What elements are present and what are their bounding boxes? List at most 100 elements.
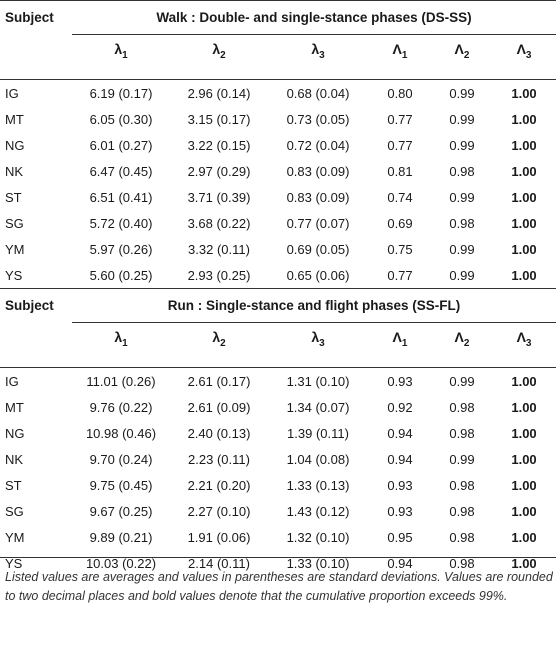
cap-lambda-1-header-subscript: 1	[401, 338, 408, 349]
lambda-1-cell: 10.98 (0.46)	[85, 425, 157, 441]
cap-lambda-2-header-subscript: 2	[463, 338, 470, 349]
cap-lambda-1-header: Λ1	[368, 322, 432, 368]
subject-cell: NK	[5, 451, 24, 467]
lambda-3-cell: 0.69 (0.05)	[286, 241, 350, 257]
section-title: Run : Single-stance and flight phases (S…	[72, 288, 556, 323]
subject-cell: MT	[5, 399, 24, 415]
lambda-1-header-symbol: λ	[114, 329, 123, 345]
subject-header: Subject	[0, 0, 72, 35]
table-row: NG 10.98 (0.46) 2.40 (0.13) 1.39 (0.11) 0.94…	[0, 420, 556, 446]
cap-lambda-3-cell: 1.00	[511, 215, 537, 231]
table-row: NK 6.47 (0.45) 2.97 (0.29) 0.83 (0.09) 0.81 0…	[0, 158, 556, 184]
lambda-1-header-subscript: 1	[122, 50, 128, 61]
cap-lambda-1-cell: 0.93	[387, 477, 413, 493]
cap-lambda-2-cell: 0.98	[449, 215, 475, 231]
lambda-2-cell: 2.93 (0.25)	[187, 267, 251, 283]
cap-lambda-1-cell: 0.94	[387, 555, 413, 571]
lambda-2-header-symbol: λ	[212, 41, 221, 57]
cap-lambda-1-cell: 0.94	[387, 451, 413, 467]
cap-lambda-2-cell: 0.99	[449, 373, 475, 389]
cap-lambda-2-header-subscript: 2	[463, 50, 470, 61]
cap-lambda-2-cell: 0.98	[449, 503, 475, 519]
table-row: SG 9.67 (0.25) 2.27 (0.10) 1.43 (0.12) 0.93 0…	[0, 498, 556, 524]
cap-lambda-3-cell: 1.00	[511, 399, 537, 415]
lambda-3-header-symbol: λ	[311, 329, 320, 345]
lambda-2-cell: 2.21 (0.20)	[187, 477, 251, 493]
table-row: ST 6.51 (0.41) 3.71 (0.39) 0.83 (0.09) 0.74 0…	[0, 184, 556, 210]
section-title: Walk : Double- and single-stance phases …	[72, 0, 556, 35]
cap-lambda-2-cell: 0.99	[449, 137, 475, 153]
cap-lambda-1-header-subscript: 1	[401, 50, 408, 61]
subject-cell: IG	[5, 85, 19, 101]
cap-lambda-2-cell: 0.99	[449, 241, 475, 257]
lambda-3-header: λ3	[268, 322, 368, 368]
cap-lambda-1-cell: 0.92	[387, 399, 413, 415]
table-row: NK 9.70 (0.24) 2.23 (0.11) 1.04 (0.08) 0.94 0…	[0, 446, 556, 472]
subject-cell: ST	[5, 189, 22, 205]
lambda-2-header-symbol: λ	[212, 329, 221, 345]
cap-lambda-1-header: Λ1	[368, 34, 432, 80]
cap-lambda-1-header-symbol: Λ	[392, 41, 402, 57]
lambda-2-cell: 3.71 (0.39)	[187, 189, 251, 205]
cap-lambda-3-cell: 1.00	[511, 451, 537, 467]
column-header-row: λ1 λ2 λ3 Λ1 Λ2 Λ3	[0, 34, 556, 80]
lambda-3-cell: 0.72 (0.04)	[286, 137, 350, 153]
cap-lambda-3-cell: 1.00	[511, 425, 537, 441]
subject-cell: NG	[5, 137, 25, 153]
cap-lambda-3-cell: 1.00	[511, 111, 537, 127]
cap-lambda-3-cell: 1.00	[511, 477, 537, 493]
lambda-2-cell: 3.68 (0.22)	[187, 215, 251, 231]
lambda-1-cell: 6.51 (0.41)	[89, 189, 153, 205]
subject-header: Subject	[0, 288, 72, 323]
lambda-3-cell: 0.83 (0.09)	[286, 189, 350, 205]
lambda-3-cell: 1.39 (0.11)	[287, 425, 349, 441]
lambda-1-cell: 9.76 (0.22)	[89, 399, 153, 415]
section-header-row: Subject Run : Single-stance and flight ph…	[0, 288, 556, 323]
lambda-1-cell: 5.60 (0.25)	[89, 267, 153, 283]
cap-lambda-3-header-symbol: Λ	[516, 41, 526, 57]
table-bottom-rule	[0, 557, 556, 558]
cap-lambda-2-header-symbol: Λ	[454, 41, 464, 57]
lambda-2-cell: 2.23 (0.11)	[188, 451, 250, 467]
cap-lambda-2-cell: 0.98	[449, 529, 475, 545]
lambda-3-header: λ3	[268, 34, 368, 80]
lambda-1-header: λ1	[72, 34, 170, 80]
subject-cell: YS	[5, 267, 23, 283]
lambda-3-cell: 0.77 (0.07)	[286, 215, 350, 231]
results-table: Subject Walk : Double- and single-stance …	[0, 0, 556, 571]
cap-lambda-3-cell: 1.00	[511, 163, 537, 179]
lambda-2-cell: 3.22 (0.15)	[187, 137, 251, 153]
lambda-1-cell: 9.75 (0.45)	[89, 477, 153, 493]
lambda-1-cell: 6.47 (0.45)	[89, 163, 153, 179]
lambda-3-header-subscript: 3	[319, 50, 325, 61]
lambda-2-cell: 2.40 (0.13)	[187, 425, 251, 441]
cap-lambda-1-cell: 0.75	[387, 241, 413, 257]
cap-lambda-3-header: Λ3	[492, 34, 556, 80]
lambda-1-header-symbol: λ	[114, 41, 123, 57]
section-header-row: Subject Walk : Double- and single-stance …	[0, 0, 556, 35]
cap-lambda-3-header-symbol: Λ	[516, 329, 526, 345]
subject-cell: YS	[5, 555, 23, 571]
cap-lambda-3-cell: 1.00	[511, 189, 537, 205]
subject-cell: NG	[5, 425, 25, 441]
lambda-2-cell: 1.91 (0.06)	[187, 529, 251, 545]
lambda-3-cell: 0.73 (0.05)	[286, 111, 350, 127]
lambda-1-cell: 5.72 (0.40)	[89, 215, 153, 231]
lambda-3-cell: 0.83 (0.09)	[286, 163, 350, 179]
table-row: IG 6.19 (0.17) 2.96 (0.14) 0.68 (0.04) 0.80 0…	[0, 80, 556, 107]
lambda-2-header-subscript: 2	[220, 50, 226, 61]
table-row: SG 5.72 (0.40) 3.68 (0.22) 0.77 (0.07) 0.69 0…	[0, 210, 556, 236]
lambda-1-cell: 5.97 (0.26)	[89, 241, 153, 257]
table-row: MT 9.76 (0.22) 2.61 (0.09) 1.34 (0.07) 0.92 0…	[0, 394, 556, 420]
cap-lambda-1-cell: 0.69	[387, 215, 413, 231]
cap-lambda-1-cell: 0.80	[387, 85, 413, 101]
subject-cell: SG	[5, 215, 24, 231]
cap-lambda-1-cell: 0.77	[387, 137, 413, 153]
cap-lambda-2-cell: 0.99	[449, 451, 475, 467]
subject-cell: NK	[5, 163, 24, 179]
lambda-2-cell: 2.96 (0.14)	[187, 85, 251, 101]
lambda-1-cell: 10.03 (0.22)	[85, 555, 157, 571]
table-row: YM 9.89 (0.21) 1.91 (0.06) 1.32 (0.10) 0.95 0…	[0, 524, 556, 550]
lambda-3-cell: 1.33 (0.13)	[286, 477, 350, 493]
cap-lambda-3-cell: 1.00	[511, 555, 537, 571]
